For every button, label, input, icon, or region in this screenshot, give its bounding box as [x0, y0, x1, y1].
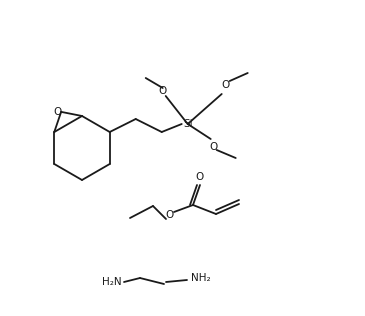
Text: H₂N: H₂N [102, 277, 122, 287]
Text: O: O [210, 142, 218, 152]
Text: Si: Si [183, 119, 192, 129]
Text: O: O [166, 210, 174, 220]
Text: O: O [196, 172, 204, 182]
Text: O: O [222, 80, 230, 90]
Text: NH₂: NH₂ [191, 273, 211, 283]
Text: O: O [53, 107, 61, 117]
Text: O: O [158, 86, 167, 96]
